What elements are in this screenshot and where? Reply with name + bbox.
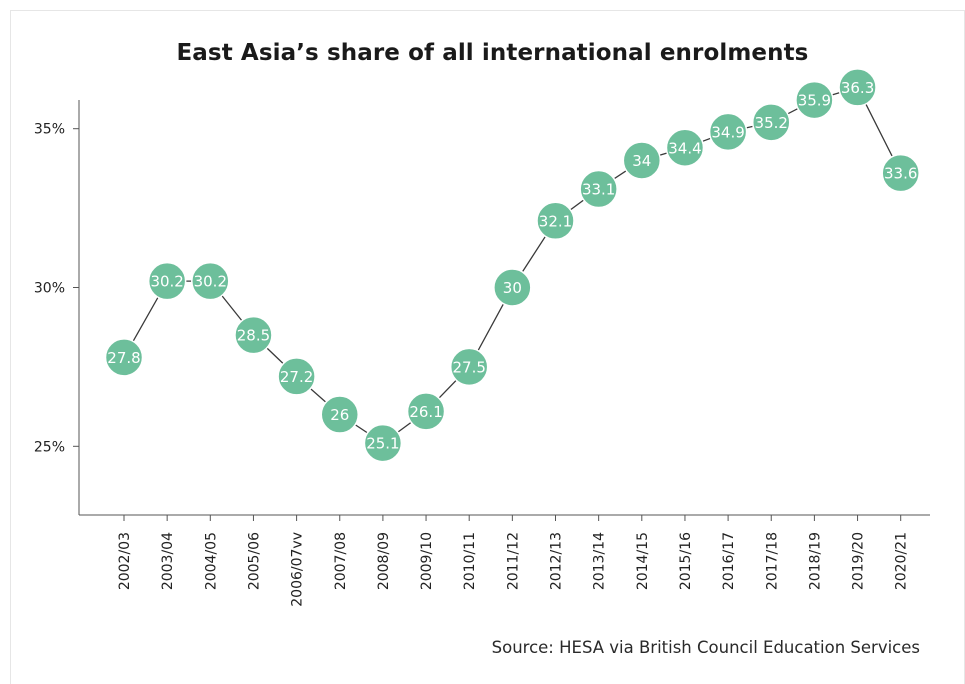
data-label: 34.9	[711, 123, 744, 141]
data-label: 34.4	[668, 139, 701, 157]
data-point	[320, 395, 359, 434]
x-tick-label: 2002/03	[117, 532, 133, 590]
data-point	[406, 392, 446, 431]
data-label: 33.6	[884, 165, 917, 183]
x-tick-label: 2013/14	[592, 532, 608, 590]
x-tick-label: 2005/06	[246, 532, 262, 590]
data-point	[708, 112, 748, 152]
data-label: 34	[632, 152, 651, 170]
x-tick-label: 2009/10	[419, 532, 435, 590]
data-label: 35.9	[798, 92, 831, 110]
data-label: 26.1	[409, 403, 442, 421]
x-tick-label: 2017/18	[764, 532, 780, 590]
y-tick-label: 25%	[34, 439, 65, 455]
y-tick-label: 35%	[34, 122, 65, 138]
data-label: 27.8	[107, 349, 140, 367]
data-point	[277, 357, 316, 396]
data-point	[104, 338, 144, 377]
data-point	[536, 201, 575, 241]
data-point	[752, 103, 791, 142]
data-label: 35.2	[755, 114, 788, 132]
data-label: 30	[503, 279, 522, 297]
x-tick-label: 2015/16	[678, 532, 694, 590]
data-point	[234, 315, 273, 355]
x-tick-label: 2011/12	[505, 532, 521, 590]
x-tick-label: 2008/09	[376, 532, 392, 590]
data-label: 26	[330, 406, 349, 424]
data-point	[665, 128, 705, 168]
data-point	[579, 169, 618, 209]
x-tick-label: 2012/13	[549, 532, 565, 590]
data-label: 25.1	[366, 435, 399, 453]
x-tick-label: 2020/21	[894, 532, 910, 590]
data-point	[795, 80, 834, 120]
x-tick-label: 2010/11	[462, 532, 478, 590]
x-tick-label: 2016/17	[721, 532, 737, 590]
x-tick-label: 2019/20	[851, 532, 867, 590]
data-label: 27.5	[452, 358, 485, 376]
data-label: 32.1	[539, 212, 572, 230]
data-label: 27.2	[280, 368, 313, 386]
data-label: 30.2	[194, 273, 227, 291]
x-tick-label: 2003/04	[160, 532, 176, 590]
data-label: 33.1	[582, 181, 615, 199]
series-line	[123, 86, 902, 444]
chart-frame	[10, 10, 965, 684]
data-point	[493, 268, 532, 307]
x-tick-label: 2004/05	[203, 532, 219, 590]
data-point	[147, 261, 187, 301]
data-point	[838, 68, 877, 107]
data-label: 28.5	[237, 327, 270, 345]
x-tick-label: 2018/19	[807, 532, 823, 590]
x-tick-label: 2006/07vv	[290, 532, 306, 607]
data-point	[191, 261, 230, 301]
chart-title: East Asia’s share of all international e…	[176, 40, 809, 66]
data-label: 30.2	[150, 273, 183, 291]
x-tick-label: 2007/08	[333, 532, 349, 590]
data-label: 36.3	[841, 79, 874, 97]
x-tick-label: 2014/15	[635, 532, 651, 590]
y-tick-label: 30%	[34, 281, 65, 297]
chart-source: Source: HESA via British Council Educati…	[491, 638, 920, 657]
data-point	[449, 347, 489, 387]
data-point	[881, 153, 920, 193]
data-point	[622, 141, 662, 180]
data-point	[363, 423, 403, 463]
